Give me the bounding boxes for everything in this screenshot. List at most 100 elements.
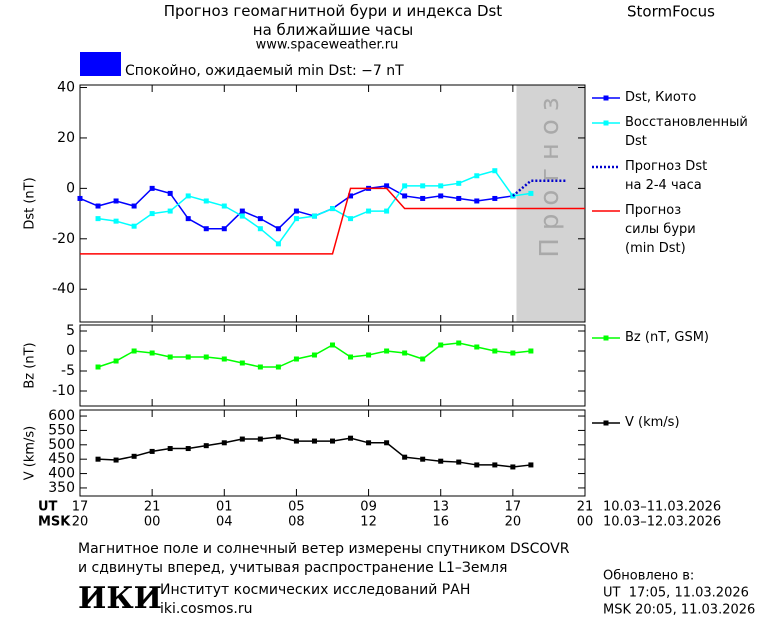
data-point bbox=[366, 352, 372, 358]
x-tick-label: 16 bbox=[432, 515, 449, 530]
data-point bbox=[366, 440, 372, 446]
x-tick-label: 00 bbox=[144, 515, 161, 530]
legend-label: Восстановленный Dst bbox=[625, 115, 748, 149]
x-tick-label: 21 bbox=[577, 500, 594, 515]
data-point bbox=[510, 464, 516, 470]
footer-note: Магнитное поле и солнечный ветер измерен… bbox=[78, 541, 570, 576]
legend-marker bbox=[603, 420, 609, 426]
data-point bbox=[167, 190, 173, 196]
data-point bbox=[293, 438, 299, 444]
data-point bbox=[203, 198, 209, 204]
y-tick-label: -40 bbox=[52, 281, 75, 297]
data-point bbox=[239, 360, 245, 366]
x-tick-label: 21 bbox=[144, 500, 161, 515]
data-point bbox=[330, 438, 335, 444]
updated-ut: UT 17:05, 11.03.2026 bbox=[603, 586, 749, 601]
data-point bbox=[492, 462, 498, 468]
y-tick-label: 40 bbox=[57, 80, 75, 96]
data-point bbox=[384, 440, 390, 446]
data-point bbox=[402, 193, 408, 199]
data-point bbox=[420, 456, 426, 462]
data-point bbox=[474, 462, 480, 468]
data-point bbox=[95, 203, 101, 209]
y-tick-label: 5 bbox=[66, 323, 75, 339]
data-point bbox=[221, 203, 227, 209]
data-point bbox=[203, 443, 209, 449]
data-point bbox=[149, 185, 155, 191]
data-point bbox=[131, 223, 137, 229]
forecast-label: Прогноз bbox=[535, 89, 565, 257]
data-point bbox=[456, 459, 462, 465]
legend-label: Bz (nT, GSM) bbox=[625, 330, 710, 345]
series-line bbox=[79, 185, 513, 230]
data-point bbox=[402, 183, 408, 189]
data-point bbox=[528, 348, 534, 354]
data-point bbox=[185, 216, 191, 222]
data-point bbox=[474, 198, 480, 204]
legend-label: V (km/s) bbox=[625, 415, 680, 430]
institute: Институт космических исследований РАН bbox=[160, 582, 470, 598]
y-axis-label: Dst (nT) bbox=[23, 177, 38, 229]
legend-label: Прогноз силы бури (min Dst) bbox=[625, 203, 696, 256]
y-tick-label: 500 bbox=[48, 437, 75, 453]
data-point bbox=[474, 173, 480, 179]
x-tick-label: 01 bbox=[216, 500, 233, 515]
data-point bbox=[456, 195, 462, 201]
x-row-label: MSK bbox=[38, 515, 71, 530]
data-point bbox=[438, 183, 444, 189]
data-point bbox=[95, 364, 101, 370]
y-axis-label: V (km/s) bbox=[23, 426, 38, 481]
data-point bbox=[275, 241, 281, 247]
data-point bbox=[221, 356, 227, 362]
institute-url: iki.cosmos.ru bbox=[160, 601, 252, 617]
y-tick-label: 550 bbox=[48, 422, 75, 438]
series-line bbox=[80, 187, 585, 255]
data-point bbox=[203, 354, 209, 360]
data-point bbox=[77, 195, 83, 201]
data-point bbox=[257, 364, 263, 370]
y-tick-label: 600 bbox=[48, 408, 75, 424]
chart-title: Прогноз геомагнитной бури и индекса Dst … bbox=[163, 2, 503, 39]
data-point bbox=[203, 226, 209, 232]
x-tick-label: 17 bbox=[72, 500, 89, 515]
updated-title: Обновлено в: bbox=[603, 569, 694, 584]
data-point bbox=[438, 193, 444, 199]
data-point bbox=[185, 446, 191, 452]
x-tick-label: 05 bbox=[288, 500, 305, 515]
data-point bbox=[492, 195, 498, 201]
data-point bbox=[167, 208, 173, 214]
data-point bbox=[348, 193, 354, 199]
data-point bbox=[113, 198, 119, 204]
plot-frame bbox=[79, 324, 586, 407]
plot-frame bbox=[79, 84, 586, 323]
y-tick-label: -10 bbox=[52, 383, 75, 399]
data-point bbox=[293, 208, 299, 214]
data-point bbox=[420, 195, 426, 201]
data-point bbox=[149, 211, 155, 217]
data-point bbox=[311, 352, 317, 358]
logo: ИКИ bbox=[78, 581, 162, 616]
data-point bbox=[275, 434, 281, 440]
data-point bbox=[95, 456, 101, 462]
data-point bbox=[131, 348, 137, 354]
data-point bbox=[348, 216, 354, 222]
data-point bbox=[185, 193, 191, 199]
x-tick-label: 20 bbox=[505, 515, 522, 530]
y-tick-label: 0 bbox=[66, 343, 75, 359]
legend-marker bbox=[603, 95, 609, 101]
data-point bbox=[456, 180, 462, 186]
data-point bbox=[311, 438, 317, 444]
y-tick-label: 0 bbox=[66, 180, 75, 196]
data-point bbox=[420, 183, 426, 189]
website: www.spaceweather.ru bbox=[256, 38, 399, 53]
y-tick-label: -5 bbox=[61, 363, 75, 379]
data-point bbox=[149, 350, 155, 356]
x-tick-label: 20 bbox=[72, 515, 89, 530]
x-row-label: UT bbox=[38, 500, 58, 515]
data-point bbox=[311, 213, 317, 219]
data-point bbox=[239, 208, 245, 214]
updated-msk: MSK 20:05, 11.03.2026 bbox=[603, 603, 755, 618]
data-point bbox=[185, 354, 191, 360]
data-point bbox=[113, 457, 119, 463]
